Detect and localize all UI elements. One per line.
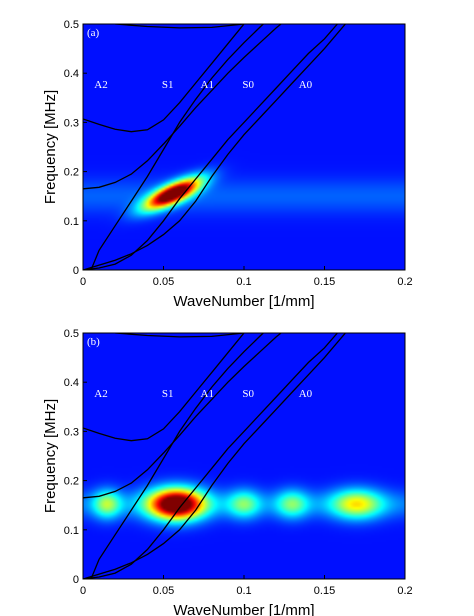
- dispersion-curve-s0: [83, 333, 346, 579]
- mode-label-s1: S1: [162, 79, 174, 91]
- mode-label-s0: S0: [242, 388, 254, 400]
- x-tick-label: 0.1: [236, 585, 251, 597]
- mode-label-a2: A2: [94, 388, 107, 400]
- x-axis-label: WaveNumber [1/mm]: [173, 293, 314, 310]
- x-tick-label: 0.1: [236, 276, 251, 288]
- mode-label-a0: A0: [299, 388, 313, 400]
- panel-label: (b): [87, 336, 100, 348]
- x-tick-label: 0: [80, 585, 86, 597]
- x-axis-label: WaveNumber [1/mm]: [173, 602, 314, 616]
- y-tick-label: 0.5: [64, 19, 79, 31]
- y-axis-label: Frequency [MHz]: [42, 90, 59, 204]
- dispersion-curve-a0: [83, 333, 338, 579]
- dispersion-curves: [83, 333, 346, 579]
- dispersion-curve-s1: [83, 24, 282, 190]
- dispersion-curve-s1: [83, 333, 282, 499]
- x-tick-label: 0.2: [397, 585, 412, 597]
- y-axis-label: Frequency [MHz]: [42, 399, 59, 513]
- dispersion-curve-s0: [83, 24, 346, 270]
- x-tick-label: 0.05: [153, 276, 174, 288]
- y-tick-label: 0.4: [64, 377, 79, 389]
- mode-label-a2: A2: [94, 79, 107, 91]
- dispersion-curves: [83, 24, 346, 270]
- y-tick-label: 0.4: [64, 68, 79, 80]
- x-tick-label: 0.2: [397, 276, 412, 288]
- x-tick-label: 0.15: [314, 585, 335, 597]
- mode-label-a1: A1: [201, 79, 214, 91]
- y-tick-label: 0.2: [64, 167, 79, 179]
- y-tick-label: 0.1: [64, 216, 79, 228]
- y-tick-label: 0.3: [64, 117, 79, 129]
- y-tick-label: 0.2: [64, 476, 79, 488]
- heatmap-image: [83, 333, 405, 579]
- x-tick-label: 0: [80, 276, 86, 288]
- chart-panel-2: (b) A2 S1 A1 S0 A0 0 0.05 0.1 0.15 0.2 0 0.1 0.2 0.3 0.…: [42, 328, 413, 616]
- mode-label-a1: A1: [201, 388, 214, 400]
- dispersion-curve-a1: [90, 333, 264, 579]
- y-tick-label: 0.5: [64, 328, 79, 340]
- chart-panel-1: (a) A2 S1 A1 S0 A0 0 0.05 0.1 0.15 0.2 0 0.1 0.2 0.3 0.…: [42, 19, 413, 310]
- x-tick-label: 0.15: [314, 276, 335, 288]
- y-tick-label: 0.3: [64, 426, 79, 438]
- y-tick-label: 0: [73, 265, 79, 277]
- dispersion-curve-a2: [83, 24, 245, 133]
- mode-label-s0: S0: [242, 79, 254, 91]
- panel-label: (a): [87, 27, 100, 39]
- dispersion-curve-a0: [83, 24, 338, 270]
- dispersion-curve-a1: [90, 24, 264, 270]
- heatmap-image: [83, 24, 405, 270]
- dispersion-curve-a2: [83, 333, 245, 442]
- mode-label-a0: A0: [299, 79, 313, 91]
- mode-label-s1: S1: [162, 388, 174, 400]
- y-tick-label: 0: [73, 574, 79, 586]
- y-tick-label: 0.1: [64, 525, 79, 537]
- x-tick-label: 0.05: [153, 585, 174, 597]
- dispersion-curve-top: [115, 24, 245, 29]
- dispersion-curve-top: [115, 333, 245, 338]
